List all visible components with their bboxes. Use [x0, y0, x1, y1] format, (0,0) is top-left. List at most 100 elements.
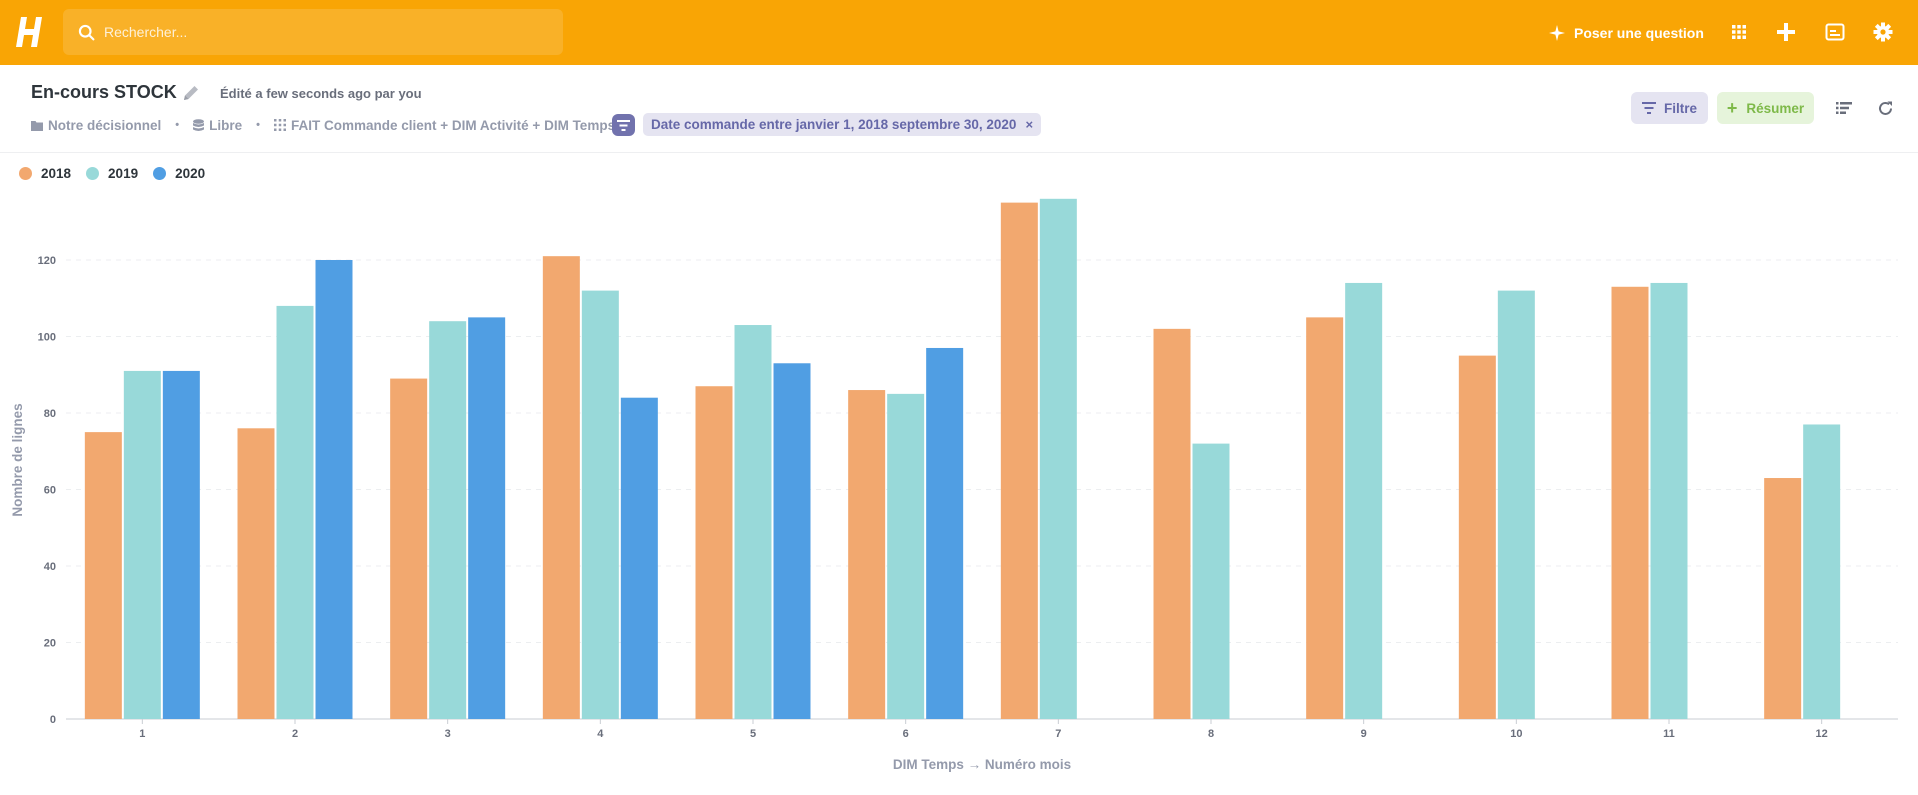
legend-label-2018: 2018	[41, 166, 72, 181]
bar-2020-3	[468, 317, 506, 719]
legend-item-2020[interactable]: 2020	[153, 166, 205, 181]
legend-label-2019: 2019	[108, 166, 139, 181]
x-tick-label: 3	[445, 728, 451, 740]
bar-2019-7	[1039, 198, 1077, 720]
search-icon	[78, 24, 95, 40]
bar-2020-4	[620, 397, 658, 719]
header-divider	[0, 152, 1918, 153]
pencil-icon[interactable]	[181, 83, 201, 103]
filter-button[interactable]: Filtre	[1631, 92, 1708, 124]
sparkle-icon	[1549, 25, 1565, 41]
y-tick-label: 40	[44, 561, 56, 573]
bar-2018-7	[1000, 202, 1038, 719]
bar-2018-2	[237, 428, 275, 719]
bar-2020-1	[162, 370, 200, 719]
bar-2019-2	[276, 305, 314, 719]
y-axis-label: Nombre de lignes	[10, 403, 25, 516]
y-tick-label: 20	[44, 638, 56, 650]
y-tick-label: 80	[44, 408, 56, 420]
breadcrumb: Notre décisionnel • Libre • FAIT Command…	[31, 117, 615, 133]
table-grid-icon	[274, 119, 287, 131]
database-icon	[193, 118, 205, 131]
x-tick-label: 9	[1361, 728, 1367, 740]
x-axis-label: DIM Temps → Numéro mois	[893, 757, 1071, 772]
search-input[interactable]	[104, 24, 544, 40]
bar-2019-9	[1345, 282, 1383, 719]
legend-item-2018[interactable]: 2018	[19, 166, 71, 181]
breadcrumb-separator: •	[175, 119, 180, 131]
legend-label-2020: 2020	[175, 166, 206, 181]
breadcrumb-collection-label: Notre décisionnel	[48, 117, 162, 133]
browse-data-icon[interactable]	[1823, 20, 1847, 44]
summarize-button[interactable]: + Résumer	[1717, 92, 1814, 124]
bar-2018-10	[1458, 355, 1496, 719]
bar-2018-8	[1153, 328, 1191, 719]
x-tick-label: 6	[903, 728, 909, 740]
breadcrumb-database-label: Libre	[209, 117, 243, 133]
plus-icon: +	[1726, 98, 1738, 118]
notebook-editor-icon[interactable]	[1834, 98, 1854, 118]
bar-2019-10	[1497, 290, 1535, 719]
bar-2019-6	[887, 393, 925, 719]
filter-toggle-icon[interactable]	[612, 114, 635, 136]
bar-2018-1	[84, 432, 122, 719]
bar-2020-6	[926, 347, 964, 719]
bar-2018-5	[695, 386, 733, 719]
filter-icon	[1641, 102, 1656, 114]
gear-icon[interactable]	[1871, 20, 1895, 44]
ask-question-label: Poser une question	[1574, 25, 1704, 41]
legend-dot-2020	[153, 167, 167, 180]
refresh-icon[interactable]	[1875, 98, 1895, 118]
y-tick-label: 100	[38, 332, 56, 344]
bar-2018-11	[1611, 286, 1649, 719]
breadcrumb-table-label: FAIT Commande client + DIM Activité + DI…	[291, 117, 616, 133]
legend-dot-2019	[86, 167, 100, 180]
bar-2018-6	[848, 390, 886, 719]
x-tick-label: 11	[1663, 728, 1675, 740]
ask-question-button[interactable]: Poser une question	[1549, 22, 1704, 44]
page-title[interactable]: En-cours STOCK	[31, 82, 177, 102]
x-tick-label: 10	[1510, 728, 1522, 740]
bar-2019-12	[1803, 424, 1841, 719]
bar-2019-11	[1650, 282, 1688, 719]
bar-2018-9	[1306, 317, 1344, 719]
last-edited-info[interactable]: Édité a few seconds ago par you	[220, 86, 422, 101]
filter-button-label: Filtre	[1663, 100, 1697, 116]
legend-dot-2018	[19, 167, 32, 180]
bar-2019-1	[123, 370, 161, 719]
bar-2018-12	[1764, 478, 1802, 719]
close-icon[interactable]: ×	[1025, 117, 1034, 132]
bar-2018-3	[390, 378, 428, 719]
search-bar[interactable]	[63, 9, 563, 55]
bar-2019-5	[734, 325, 772, 719]
bar-2019-8	[1192, 443, 1230, 719]
x-tick-label: 12	[1816, 728, 1828, 740]
plus-icon[interactable]	[1774, 20, 1798, 44]
x-tick-label: 5	[750, 728, 756, 740]
y-tick-label: 60	[44, 485, 56, 497]
breadcrumb-collection[interactable]: Notre décisionnel	[31, 118, 161, 133]
logo-icon[interactable]	[14, 14, 46, 50]
date-filter-label: Date commande entre janvier 1, 2018 sept…	[651, 117, 1017, 132]
breadcrumb-database[interactable]: Libre	[193, 118, 242, 133]
x-tick-label: 2	[292, 728, 298, 740]
legend-item-2019[interactable]: 2019	[86, 166, 138, 181]
bar-2019-4	[581, 290, 619, 719]
chart-legend: 2018 2019 2020	[19, 166, 220, 181]
date-filter-chip[interactable]: Date commande entre janvier 1, 2018 sept…	[643, 113, 1042, 136]
top-navbar: Poser une question	[0, 0, 1918, 65]
bar-2020-2	[315, 260, 353, 719]
bar-2020-5	[773, 363, 811, 719]
x-tick-label: 4	[597, 728, 604, 740]
folder-icon	[31, 120, 43, 131]
y-tick-label: 0	[50, 714, 56, 726]
x-tick-label: 7	[1055, 728, 1061, 740]
apps-grid-icon[interactable]	[1727, 20, 1751, 44]
summarize-button-label: Résumer	[1746, 100, 1805, 116]
bar-2019-3	[429, 321, 467, 719]
breadcrumb-table[interactable]: FAIT Commande client + DIM Activité + DI…	[274, 118, 615, 133]
y-tick-label: 120	[38, 255, 56, 267]
breadcrumb-separator: •	[256, 119, 261, 131]
x-tick-label: 8	[1208, 728, 1214, 740]
